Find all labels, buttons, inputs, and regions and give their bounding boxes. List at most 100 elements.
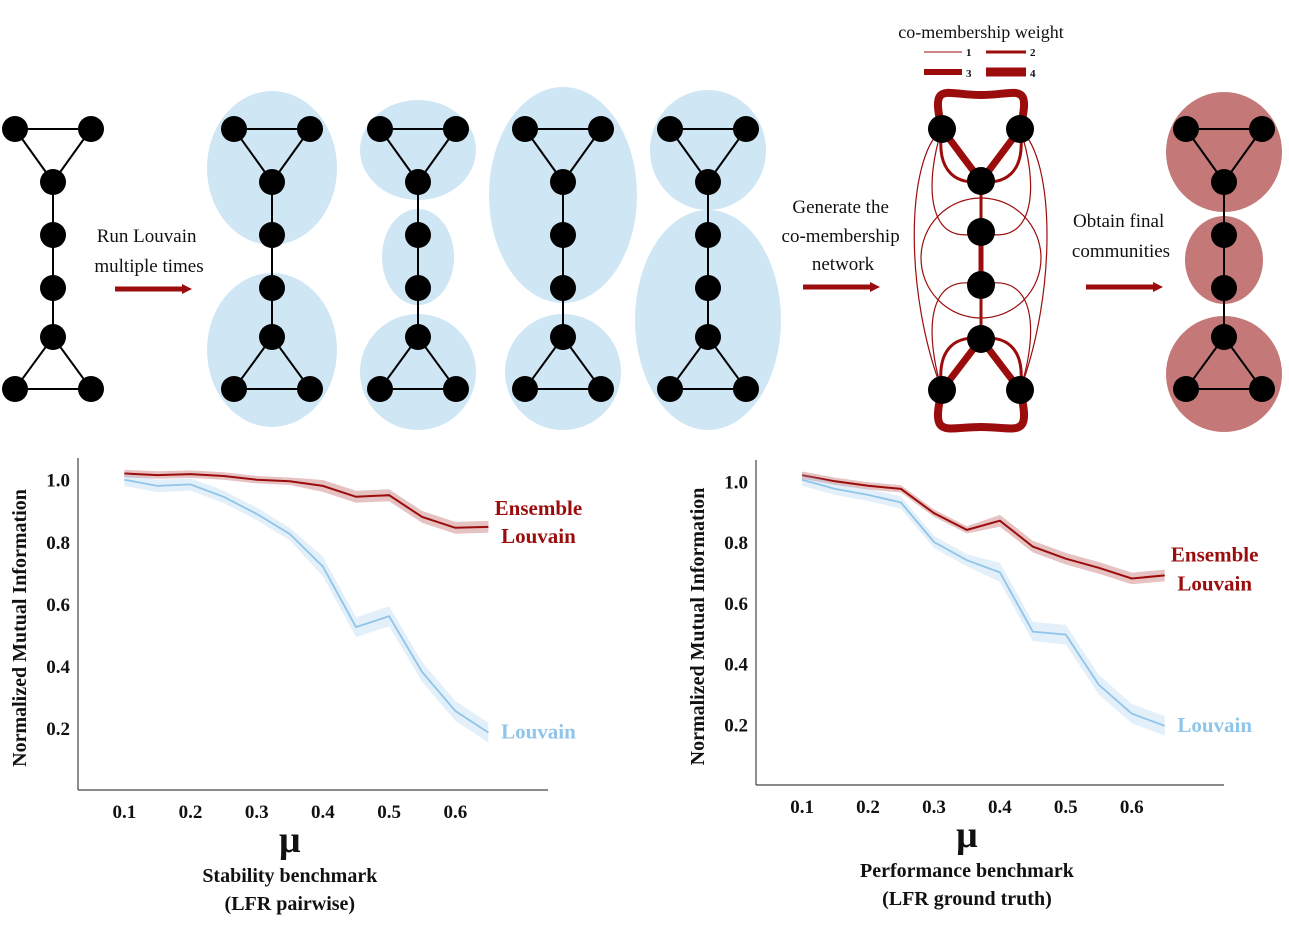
graph-node: [297, 116, 323, 142]
chart-caption: (LFR ground truth): [882, 888, 1052, 910]
pipeline-diagram: Run Louvain multiple times Generate the …: [2, 22, 1282, 433]
x-tick-label: 0.5: [377, 802, 401, 823]
graph-node: [259, 169, 285, 195]
y-tick-label: 0.8: [46, 533, 70, 554]
x-tick-label: 0.6: [1120, 797, 1144, 818]
ensemble-louvain-series-label: Louvain: [501, 524, 576, 548]
graph-node: [78, 376, 104, 402]
louvain-run-4-graph: [657, 116, 759, 402]
y-tick-label: 0.6: [46, 595, 70, 616]
co-membership-network-graph: [928, 115, 1034, 404]
graph-node: [297, 376, 323, 402]
louvain-run-2-graph: [367, 116, 469, 402]
graph-node: [221, 376, 247, 402]
graph-node: [550, 324, 576, 350]
graph-node: [657, 116, 683, 142]
graph-node: [40, 169, 66, 195]
graph-node: [967, 167, 995, 195]
graph-node: [550, 222, 576, 248]
y-tick-label: 0.8: [724, 533, 748, 554]
step-final-communities-label: Obtain final communities: [1072, 211, 1170, 262]
graph-node: [1249, 116, 1275, 142]
y-tick-label: 0.4: [46, 657, 70, 678]
x-tick-label: 0.4: [988, 797, 1012, 818]
y-axis-label: Normalized Mutual Information: [687, 488, 709, 766]
chart-caption: Stability benchmark: [202, 865, 378, 887]
graph-node: [733, 116, 759, 142]
legend-label-2: 2: [1030, 47, 1036, 59]
graph-node: [367, 116, 393, 142]
x-axis-label: μ: [279, 819, 301, 861]
louvain-confidence-band: [802, 473, 1165, 736]
graph-node: [928, 376, 956, 404]
graph-node: [1249, 376, 1275, 402]
ensemble-confidence-band: [802, 471, 1165, 585]
step-run-louvain-label: Run Louvain multiple times: [94, 226, 203, 277]
performance-chart: 0.2 0.4 0.6 0.8 1.0 0.1 0.2 0.3 0.4 0.5 0.6 μ Normal…: [687, 460, 1258, 910]
step-generate-network-label: Generate the co-membership network: [782, 197, 905, 275]
x-tick-label: 0.6: [443, 802, 467, 823]
graph-node: [733, 376, 759, 402]
graph-node: [588, 376, 614, 402]
graph-node: [1006, 376, 1034, 404]
legend-label-1: 1: [966, 47, 972, 59]
graph-node: [78, 116, 104, 142]
graph-node: [1211, 169, 1237, 195]
graph-node: [967, 271, 995, 299]
graph-node: [40, 222, 66, 248]
graph-node: [443, 376, 469, 402]
ensemble-louvain-series-line: [124, 472, 489, 529]
ensemble-louvain-series-label: Ensemble: [1171, 542, 1259, 566]
co-membership-weight-legend: co-membership weight 1 2 3 4: [898, 22, 1063, 80]
graph-node: [405, 324, 431, 350]
louvain-series-label: Louvain: [1177, 713, 1252, 737]
graph-node: [1006, 115, 1034, 143]
graph-node: [695, 324, 721, 350]
pipeline-arrows: [115, 282, 1163, 294]
graph-node: [2, 116, 28, 142]
legend-title: co-membership weight: [898, 22, 1063, 42]
graph-node: [695, 222, 721, 248]
ensemble-louvain-series-line: [801, 474, 1165, 580]
graph-node: [221, 116, 247, 142]
graph-node: [367, 376, 393, 402]
graph-node: [928, 115, 956, 143]
graph-node: [40, 275, 66, 301]
chart-caption: Performance benchmark: [860, 860, 1075, 882]
input-graph: [2, 116, 104, 402]
graph-node: [2, 376, 28, 402]
stability-chart: 0.2 0.4 0.6 0.8 1.0 0.1 0.2 0.3 0.4 0.5 0.6 μ Normal…: [9, 458, 582, 915]
graph-node: [588, 116, 614, 142]
y-tick-label: 1.0: [724, 472, 748, 493]
graph-node: [405, 169, 431, 195]
x-tick-label: 0.3: [245, 802, 269, 823]
graph-node: [967, 325, 995, 353]
graph-node: [259, 275, 285, 301]
x-tick-label: 0.1: [790, 797, 814, 818]
chart-caption: (LFR pairwise): [225, 893, 356, 915]
y-axis-label: Normalized Mutual Information: [9, 489, 31, 767]
ensemble-louvain-series-label: Ensemble: [495, 496, 583, 520]
graph-node: [967, 218, 995, 246]
graph-node: [1211, 275, 1237, 301]
x-tick-label: 0.3: [922, 797, 946, 818]
graph-node: [405, 222, 431, 248]
legend-label-4: 4: [1030, 68, 1036, 80]
x-tick-label: 0.2: [856, 797, 880, 818]
louvain-series-line: [801, 478, 1166, 727]
louvain-run-1-graph: [221, 116, 323, 402]
graph-node: [405, 275, 431, 301]
graph-node: [443, 116, 469, 142]
graph-node: [1173, 116, 1199, 142]
x-tick-label: 0.5: [1054, 797, 1078, 818]
y-tick-label: 0.4: [724, 655, 748, 676]
graph-node: [1211, 222, 1237, 248]
x-tick-label: 0.4: [311, 802, 335, 823]
legend-label-3: 3: [966, 68, 972, 80]
graph-node: [657, 376, 683, 402]
y-tick-label: 0.2: [724, 715, 748, 736]
ensemble-louvain-series-label: Louvain: [1177, 571, 1252, 595]
graph-copies: [2, 115, 1275, 404]
final-community-graph: [1173, 116, 1275, 402]
